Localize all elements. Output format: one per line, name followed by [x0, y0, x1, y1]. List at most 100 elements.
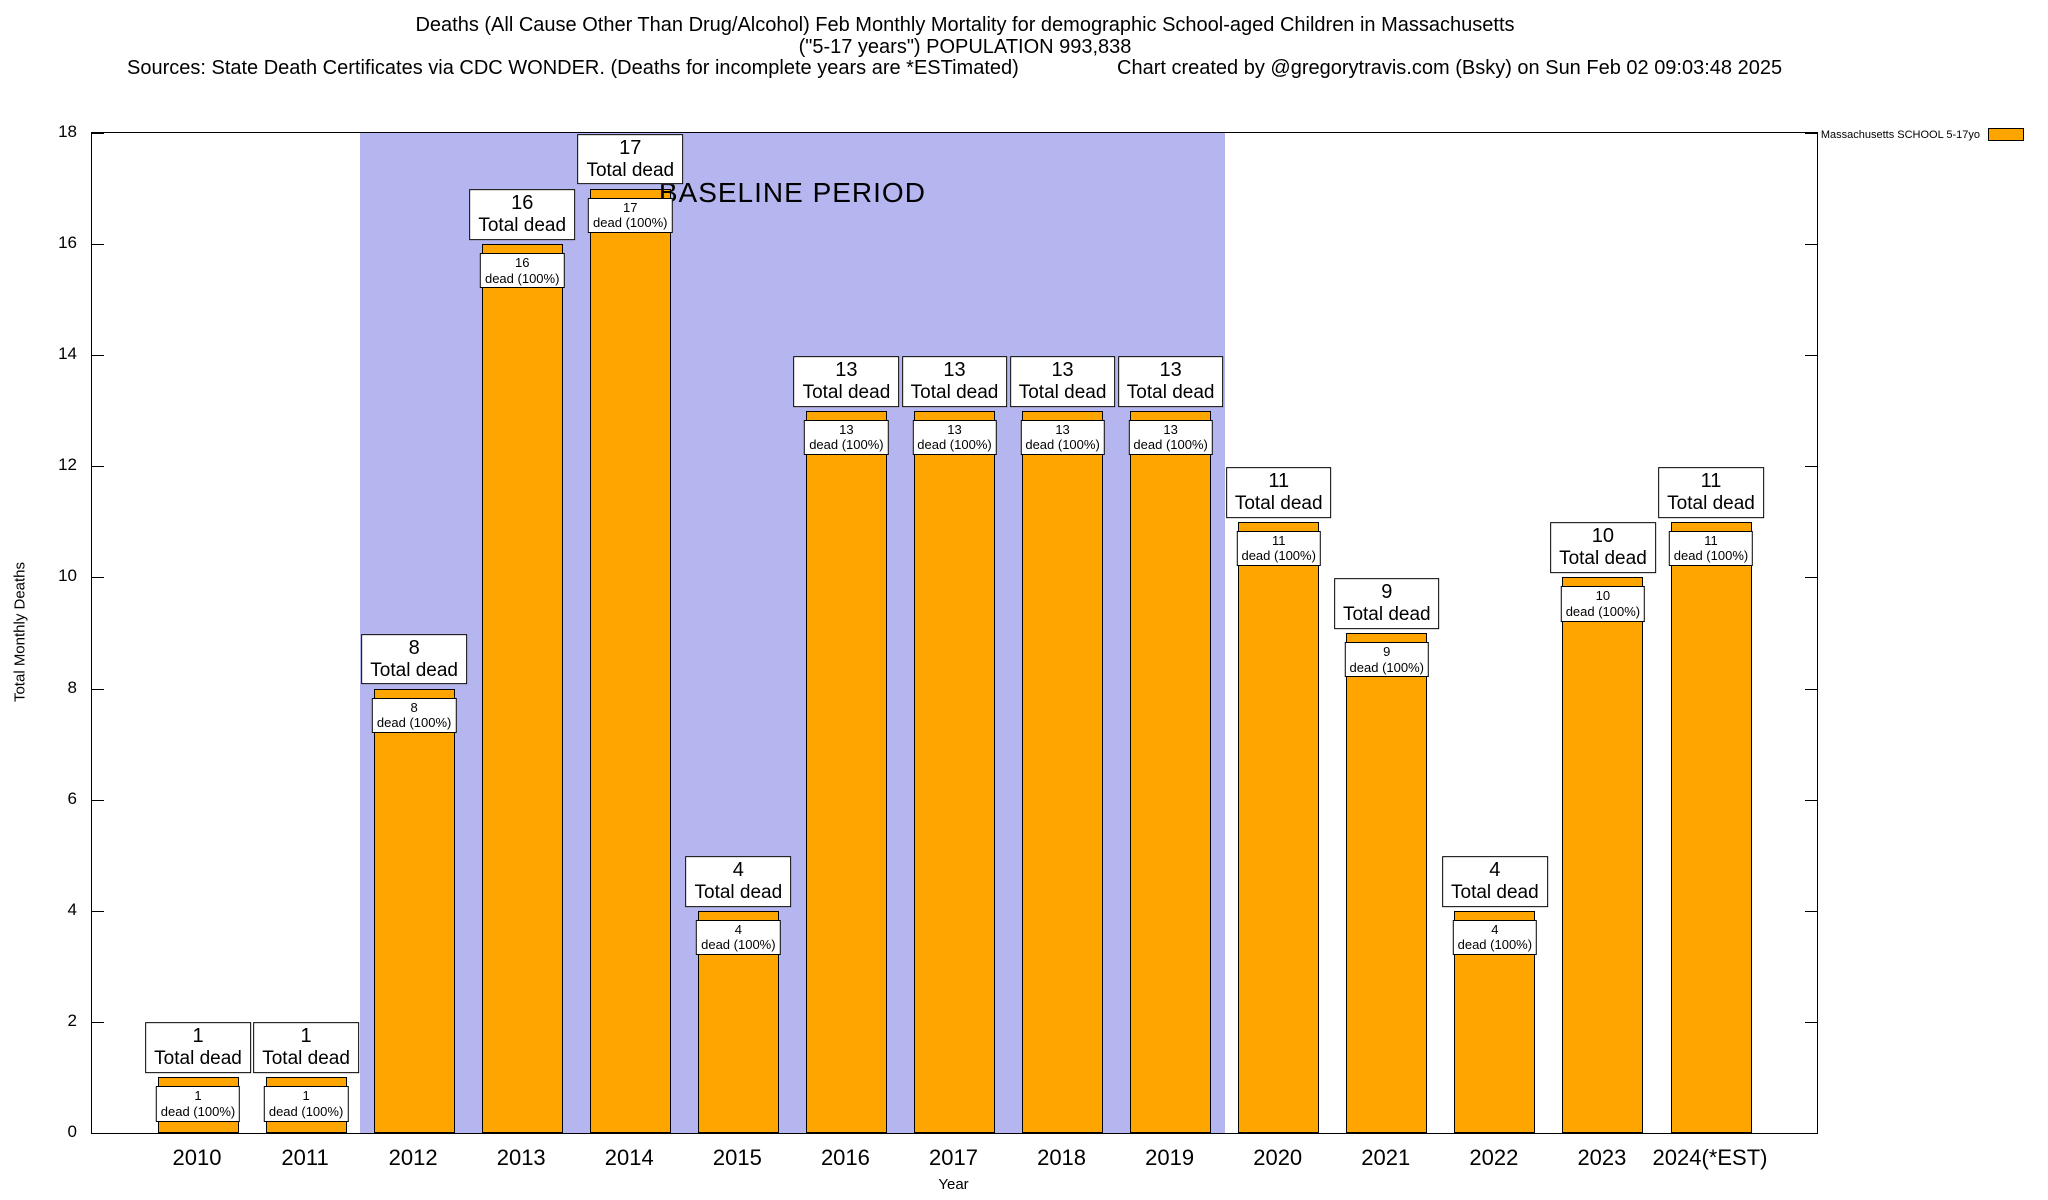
- y-tick-mark-right: [1805, 466, 1817, 468]
- bar-total-text: Total dead: [1559, 548, 1647, 570]
- y-tick-mark-left: [92, 688, 104, 690]
- bar: [1238, 521, 1320, 1133]
- y-tick-mark-left: [92, 1021, 104, 1023]
- x-axis: 2010 2011 2012 2013 2014 2015 2016 2017 2018 2019…: [91, 1141, 1816, 1175]
- bar-dead-value: 9: [1383, 644, 1391, 659]
- y-tick-mark-left: [92, 133, 104, 134]
- bar-total-label-box: 9 Total dead: [1333, 578, 1440, 629]
- y-tick-label: 16: [58, 233, 77, 253]
- x-tick-label: 2015: [712, 1145, 762, 1170]
- x-tick-label: 2019: [1145, 1145, 1195, 1170]
- bar-total-label-box: 1 Total dead: [145, 1022, 251, 1074]
- y-tick-label: 14: [58, 344, 77, 364]
- bar: [805, 410, 887, 1133]
- bar-total-label-box: 4 Total dead: [1442, 855, 1548, 907]
- bar-total-text: Total dead: [478, 215, 567, 237]
- legend-swatch: [1988, 128, 2024, 141]
- bar-dead-label-box: 11 dead (100%): [1668, 530, 1754, 567]
- bar-dead-label-box: 16 dead (100%): [479, 253, 565, 289]
- bar-total-value: 13: [1051, 358, 1074, 381]
- bar-total-label-box: 10 Total dead: [1550, 522, 1656, 574]
- y-tick-mark-right: [1805, 688, 1817, 690]
- bar: [1562, 577, 1644, 1133]
- bar-dead-label-box: 11 dead (100%): [1236, 530, 1321, 567]
- bar-dead-value: 1: [302, 1088, 310, 1104]
- y-tick-mark-right: [1805, 244, 1817, 246]
- bar-dead-text: dead (100%): [593, 215, 668, 231]
- sources-note: Sources: State Death Certificates via CD…: [127, 57, 1019, 79]
- bar-dead-label-box: 9 dead (100%): [1344, 642, 1430, 678]
- bar-total-value: 11: [1700, 470, 1722, 493]
- bar-total-value: 13: [835, 358, 858, 381]
- x-tick-label: 2011: [281, 1145, 329, 1170]
- bar-total-label-box: 1 Total dead: [253, 1022, 359, 1074]
- x-tick-label: 2022: [1469, 1145, 1519, 1170]
- bar-dead-text: dead (100%): [484, 270, 560, 286]
- bar: [481, 244, 563, 1133]
- bar-dead-text: dead (100%): [268, 1104, 344, 1120]
- x-tick-label: 2012: [388, 1145, 438, 1170]
- y-tick-mark-right: [1805, 910, 1817, 912]
- bar-dead-text: dead (100%): [1241, 548, 1316, 564]
- bar: [373, 688, 455, 1133]
- y-tick-mark-left: [92, 910, 104, 912]
- bar-total-text: Total dead: [1126, 381, 1215, 403]
- bar-total-text: Total dead: [1234, 493, 1323, 515]
- y-tick-mark-right: [1805, 1133, 1817, 1134]
- bar-total-text: Total dead: [262, 1048, 350, 1070]
- bar-total-text: Total dead: [586, 159, 675, 181]
- bar: [914, 410, 995, 1133]
- bar-total-value: 10: [1591, 525, 1615, 548]
- bar-total-value: 1: [300, 1025, 312, 1048]
- bar-total-label-box: 16 Total dead: [469, 189, 576, 241]
- bar-total-label-box: 4 Total dead: [685, 855, 792, 907]
- bar-dead-label-box: 13 dead (100%): [1020, 419, 1105, 455]
- plot-area: BASELINE PERIOD 1 Total dead 1 dead (100%) 1 T…: [91, 132, 1818, 1134]
- bar: [1346, 633, 1428, 1133]
- y-tick-mark-right: [1805, 577, 1817, 579]
- x-axis-title: Year: [938, 1176, 969, 1193]
- bar-dead-text: dead (100%): [1565, 604, 1641, 620]
- bar-dead-text: dead (100%): [1349, 659, 1425, 675]
- bar-total-value: 4: [1489, 858, 1501, 881]
- x-tick-label: 2023: [1577, 1145, 1627, 1170]
- bar-total-label-box: 8 Total dead: [361, 633, 467, 685]
- y-tick-mark-left: [92, 799, 104, 801]
- bar-total-value: 17: [619, 136, 642, 159]
- x-tick-label: 2024(*EST): [1652, 1145, 1768, 1170]
- bar-total-text: Total dead: [1451, 881, 1539, 903]
- bar-total-text: Total dead: [1018, 381, 1107, 403]
- bar-dead-label-box: 17 dead (100%): [588, 197, 673, 233]
- bar-total-label-box: 13 Total dead: [1117, 355, 1224, 407]
- bar-dead-value: 11: [1271, 532, 1286, 548]
- y-tick-mark-left: [92, 1133, 104, 1134]
- bar-dead-label-box: 4 dead (100%): [696, 919, 781, 955]
- y-tick-mark-left: [92, 355, 104, 357]
- bar-total-text: Total dead: [1667, 493, 1755, 515]
- bar-dead-text: dead (100%): [1673, 548, 1749, 564]
- y-tick-mark-left: [92, 577, 104, 579]
- bar-dead-text: dead (100%): [160, 1104, 236, 1120]
- y-tick-label: 12: [58, 455, 77, 475]
- y-tick-label: 18: [58, 122, 77, 141]
- y-tick-label: 6: [67, 788, 77, 808]
- bar-total-value: 8: [408, 636, 420, 659]
- chart-subtitle: ("5-17 years") POPULATION 993,838: [798, 36, 1132, 58]
- bar-total-value: 1: [192, 1025, 204, 1048]
- bar-total-text: Total dead: [694, 881, 783, 903]
- bar: [1130, 410, 1212, 1133]
- y-tick-mark-right: [1805, 355, 1817, 357]
- bar-dead-value: 4: [734, 921, 742, 937]
- bar-total-text: Total dead: [802, 381, 891, 403]
- bar-dead-label-box: 10 dead (100%): [1560, 586, 1646, 622]
- bar-total-label-box: 17 Total dead: [577, 133, 684, 185]
- x-tick-label: 2014: [604, 1145, 654, 1170]
- bar-total-text: Total dead: [370, 659, 458, 681]
- y-tick-mark-right: [1805, 133, 1817, 134]
- bar-total-label-box: 13 Total dead: [901, 355, 1008, 407]
- bar-dead-value: 8: [410, 699, 418, 715]
- bar-dead-value: 13: [839, 421, 854, 437]
- y-tick-mark-left: [92, 244, 104, 246]
- bar-dead-value: 13: [1055, 421, 1070, 437]
- bar-dead-text: dead (100%): [1025, 437, 1100, 453]
